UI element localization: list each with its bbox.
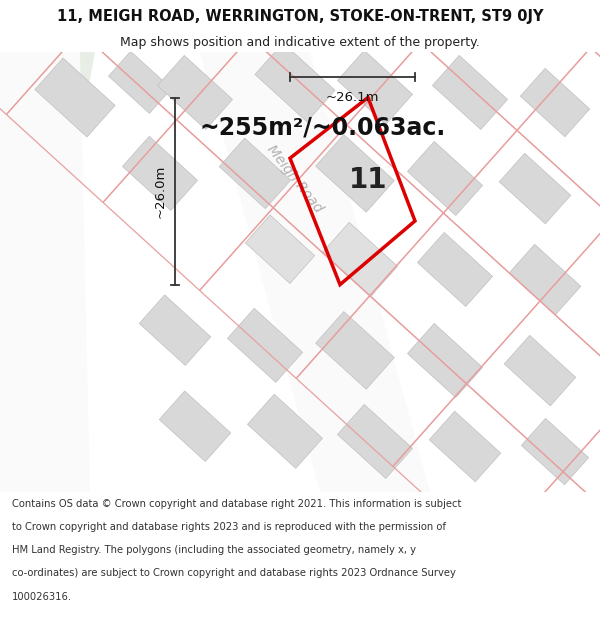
Polygon shape [322, 222, 398, 296]
Polygon shape [109, 51, 172, 113]
Text: 11, MEIGH ROAD, WERRINGTON, STOKE-ON-TRENT, ST9 0JY: 11, MEIGH ROAD, WERRINGTON, STOKE-ON-TRE… [57, 9, 543, 24]
Polygon shape [337, 51, 413, 124]
Polygon shape [245, 215, 314, 284]
Polygon shape [227, 308, 302, 382]
Text: 11: 11 [349, 166, 388, 194]
Polygon shape [0, 52, 95, 492]
Polygon shape [520, 68, 590, 137]
Text: ~26.1m: ~26.1m [326, 91, 379, 104]
Text: Meigh Road: Meigh Road [265, 142, 326, 215]
Text: co-ordinates) are subject to Crown copyright and database rights 2023 Ordnance S: co-ordinates) are subject to Crown copyr… [12, 569, 456, 579]
Polygon shape [316, 134, 394, 212]
Polygon shape [337, 404, 413, 479]
Polygon shape [139, 295, 211, 366]
Polygon shape [429, 411, 501, 482]
Polygon shape [407, 141, 482, 216]
Text: ~255m²/~0.063ac.: ~255m²/~0.063ac. [200, 116, 446, 140]
Polygon shape [122, 136, 197, 211]
Text: ~26.0m: ~26.0m [154, 164, 167, 217]
Polygon shape [407, 324, 482, 398]
Polygon shape [159, 391, 231, 461]
Polygon shape [499, 153, 571, 224]
Polygon shape [0, 52, 90, 492]
Text: to Crown copyright and database rights 2023 and is reproduced with the permissio: to Crown copyright and database rights 2… [12, 522, 446, 532]
Polygon shape [255, 43, 335, 122]
Polygon shape [247, 394, 323, 468]
Polygon shape [316, 312, 394, 389]
Polygon shape [509, 244, 581, 315]
Polygon shape [200, 52, 430, 492]
Polygon shape [219, 138, 291, 209]
Polygon shape [521, 418, 589, 485]
Polygon shape [433, 56, 508, 129]
Text: 100026316.: 100026316. [12, 592, 72, 602]
Polygon shape [504, 336, 576, 406]
Polygon shape [35, 58, 115, 137]
Text: Contains OS data © Crown copyright and database right 2021. This information is : Contains OS data © Crown copyright and d… [12, 499, 461, 509]
Text: Map shows position and indicative extent of the property.: Map shows position and indicative extent… [120, 36, 480, 49]
Polygon shape [418, 232, 493, 306]
Polygon shape [157, 56, 233, 129]
Text: HM Land Registry. The polygons (including the associated geometry, namely x, y: HM Land Registry. The polygons (includin… [12, 545, 416, 555]
